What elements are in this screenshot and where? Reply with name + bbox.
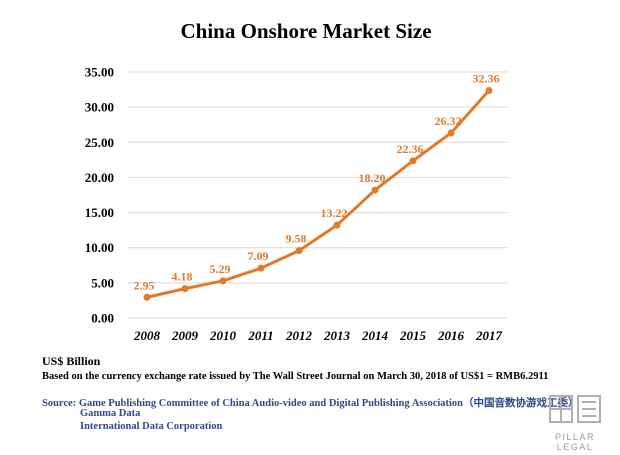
y-tick-label: 0.00 — [91, 311, 114, 326]
x-tick-label: 2009 — [171, 328, 199, 343]
source-line-1: Source: Game Publishing Committee of Chi… — [42, 398, 579, 409]
chart-title: China Onshore Market Size — [180, 19, 431, 43]
data-label: 13.22 — [321, 206, 348, 220]
pillar-legal-logo-icon — [549, 395, 601, 423]
x-tick-label: 2010 — [209, 328, 237, 343]
data-point — [447, 129, 455, 137]
x-tick-label: 2014 — [361, 328, 389, 343]
y-tick-label: 20.00 — [85, 170, 114, 185]
pillar-legal-logo: PILLAR LEGAL — [540, 392, 610, 452]
gridlines — [128, 71, 508, 319]
y-tick-label: 15.00 — [85, 205, 114, 220]
data-point — [257, 264, 265, 272]
series-line — [143, 87, 493, 301]
x-tick-label: 2011 — [247, 328, 273, 343]
unit-label: US$ Billion — [42, 354, 101, 368]
data-point — [219, 277, 227, 285]
x-axis-ticks: 2008 2009 2010 2011 2012 2013 2014 2015 2016 2017 — [133, 328, 503, 343]
data-point — [371, 186, 379, 194]
y-tick-label: 10.00 — [85, 240, 114, 255]
data-point — [181, 285, 189, 293]
x-tick-label: 2017 — [475, 328, 503, 343]
data-point — [485, 87, 493, 95]
y-axis-ticks: 0.00 5.00 10.00 15.00 20.00 25.00 30.00 35.00 — [85, 65, 114, 326]
data-point — [409, 157, 417, 165]
data-label: 9.58 — [286, 232, 307, 246]
logo-text: PILLAR LEGAL — [554, 432, 596, 452]
x-tick-label: 2015 — [399, 328, 427, 343]
data-label: 18.20 — [359, 171, 386, 185]
x-tick-label: 2016 — [437, 328, 465, 343]
series-line-path — [146, 89, 491, 299]
line-chart: China Onshore Market Size 0.00 5.00 10.00 1… — [85, 19, 508, 343]
y-tick-label: 5.00 — [91, 275, 114, 290]
data-label: 32.36 — [473, 72, 500, 86]
x-tick-label: 2013 — [323, 328, 351, 343]
data-label: 4.18 — [172, 270, 193, 284]
y-tick-label: 35.00 — [85, 65, 114, 80]
y-tick-label: 25.00 — [85, 135, 114, 150]
data-label: 5.29 — [210, 262, 231, 276]
data-labels: 2.95 4.18 5.29 7.09 9.58 13.22 18.20 22.36 26.32… — [134, 72, 500, 293]
data-label: 22.36 — [397, 142, 424, 156]
x-tick-label: 2008 — [133, 328, 161, 343]
data-label: 26.32 — [435, 114, 462, 128]
data-point — [295, 247, 303, 255]
exchange-rate-note: Based on the currency exchange rate issu… — [42, 371, 549, 382]
data-label: 2.95 — [134, 278, 155, 292]
data-point — [143, 293, 151, 301]
x-tick-label: 2012 — [285, 328, 313, 343]
source-line-3: International Data Corporation — [80, 421, 223, 432]
source-line-2: Gamma Data — [80, 408, 141, 419]
data-label: 7.09 — [248, 249, 269, 263]
y-tick-label: 30.00 — [85, 100, 114, 115]
data-point — [333, 221, 341, 229]
